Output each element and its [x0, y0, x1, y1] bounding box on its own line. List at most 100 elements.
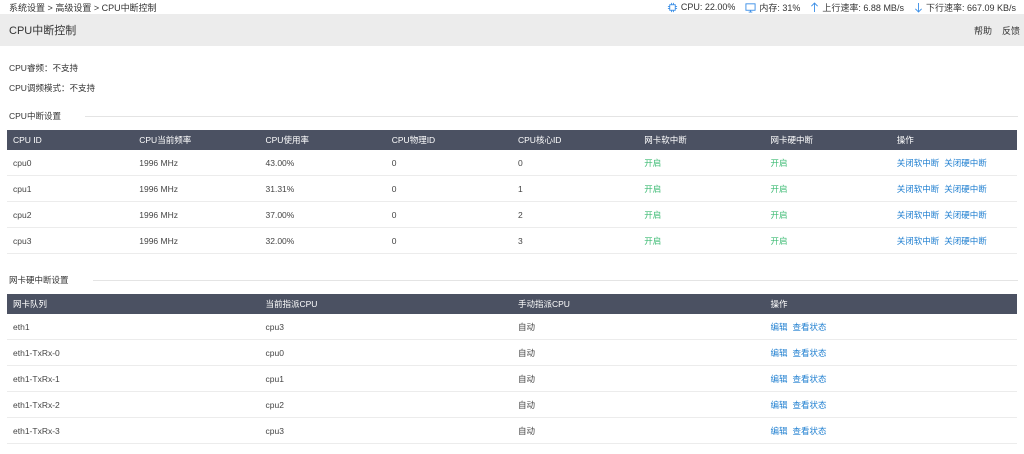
edit-link[interactable]: 编辑 — [770, 373, 788, 384]
cpu-id: cpu3 — [7, 227, 134, 254]
section-divider — [84, 115, 1018, 117]
arrow-up-icon — [811, 1, 819, 12]
cpu-table: CPU ID CPU当前频率 CPU使用率 CPU物理ID CPU核心ID 网卡… — [7, 130, 1017, 254]
view-status-link[interactable]: 查看状态 — [792, 373, 827, 384]
cpu-core-id: 1 — [512, 175, 639, 202]
page-title: CPU中断控制 — [9, 25, 77, 37]
column-header: 网卡软中断 — [638, 130, 765, 150]
hard-irq-status: 开启 — [764, 201, 891, 228]
disable-hard-irq-link[interactable]: 关闭硬中断 — [944, 183, 987, 194]
row-actions: 编辑 查看状态 — [764, 391, 1017, 418]
edit-link[interactable]: 编辑 — [770, 347, 788, 358]
cpu-stat-value: CPU: 22.00% — [680, 2, 736, 12]
breadcrumb-separator: > — [93, 2, 100, 13]
top-bar: 系统设置 > 高级设置 > CPU中断控制 CPU: 22.00% 内存: 31… — [0, 0, 1024, 14]
column-header: 操作 — [764, 294, 1017, 314]
disable-soft-irq-link[interactable]: 关闭软中断 — [896, 209, 940, 220]
soft-irq-status: 开启 — [638, 227, 765, 254]
soft-irq-status: 开启 — [638, 201, 765, 228]
table-row: cpu3 1996 MHz 32.00% 0 3 开启 开启 关闭软中断 关闭硬中… — [7, 227, 1017, 254]
table-row: eth1-TxRx-2 cpu2 自动 编辑 查看状态 — [7, 391, 1017, 418]
cpu-frequency: 1996 MHz — [133, 175, 260, 202]
disable-soft-irq-link[interactable]: 关闭软中断 — [896, 183, 940, 194]
column-header: CPU使用率 — [259, 130, 386, 150]
cpu-usage: 32.00% — [259, 227, 386, 254]
breadcrumb-separator: > — [47, 2, 53, 13]
disable-soft-irq-link[interactable]: 关闭软中断 — [896, 157, 940, 168]
cpu-section-title: CPU中断设置 — [9, 111, 61, 121]
table-row: cpu1 1996 MHz 31.31% 0 1 开启 开启 关闭软中断 关闭硬中… — [7, 175, 1017, 202]
manual-cpu: 自动 — [512, 391, 765, 418]
cpu-core-id: 3 — [512, 227, 639, 254]
cpu-governor-row: CPU调频模式： 不支持 — [9, 78, 1024, 98]
hard-irq-status: 开启 — [764, 175, 891, 202]
disable-hard-irq-link[interactable]: 关闭硬中断 — [944, 209, 987, 220]
cpu-section-header: CPU中断设置 — [0, 108, 1024, 124]
assigned-cpu: cpu3 — [259, 314, 512, 340]
edit-link[interactable]: 编辑 — [770, 399, 788, 410]
arrow-down-icon — [914, 2, 922, 13]
breadcrumb: 系统设置 > 高级设置 > CPU中断控制 — [9, 1, 157, 14]
disable-soft-irq-link[interactable]: 关闭软中断 — [896, 235, 940, 246]
system-stats: CPU: 22.00% 内存: 31% 上行速率: 6.88 MB/s 下行速率… — [667, 1, 1016, 14]
breadcrumb-item-system[interactable]: 系统设置 — [9, 2, 46, 13]
cpu-turbo-value: 不支持 — [52, 63, 78, 73]
view-status-link[interactable]: 查看状态 — [792, 347, 827, 358]
row-actions: 关闭软中断 关闭硬中断 — [890, 150, 1017, 176]
column-header: CPU物理ID — [385, 130, 512, 150]
row-actions: 关闭软中断 关闭硬中断 — [890, 175, 1017, 202]
cpu-icon — [667, 2, 677, 12]
disable-hard-irq-link[interactable]: 关闭硬中断 — [944, 235, 987, 246]
soft-irq-status: 开启 — [638, 175, 765, 202]
cpu-stat: CPU: 22.00% — [667, 2, 736, 13]
column-header: 操作 — [890, 130, 1017, 150]
column-header: 手动指派CPU — [512, 294, 765, 314]
table-row: eth1-TxRx-1 cpu1 自动 编辑 查看状态 — [7, 365, 1017, 392]
cpu-id: cpu0 — [7, 150, 134, 176]
edit-link[interactable]: 编辑 — [770, 425, 788, 436]
disable-hard-irq-link[interactable]: 关闭硬中断 — [944, 157, 987, 168]
view-status-link[interactable]: 查看状态 — [792, 425, 827, 436]
nic-section-title: 网卡硬中断设置 — [9, 275, 69, 285]
view-status-link[interactable]: 查看状态 — [792, 321, 827, 332]
column-header: 网卡硬中断 — [764, 130, 891, 150]
manual-cpu: 自动 — [512, 314, 765, 340]
table-row: eth1-TxRx-3 cpu3 自动 编辑 查看状态 — [7, 417, 1017, 444]
cpu-governor-value: 不支持 — [69, 83, 95, 93]
nic-queue: eth1-TxRx-1 — [7, 365, 260, 392]
breadcrumb-item-current: CPU中断控制 — [101, 2, 157, 13]
table-row: eth1-TxRx-0 cpu0 自动 编辑 查看状态 — [7, 339, 1017, 366]
edit-link[interactable]: 编辑 — [770, 321, 788, 332]
hard-irq-status: 开启 — [764, 150, 891, 176]
cpu-governor-label: CPU调频模式： — [9, 83, 70, 93]
assigned-cpu: cpu0 — [259, 339, 512, 366]
view-status-link[interactable]: 查看状态 — [792, 399, 827, 410]
table-row: cpu2 1996 MHz 37.00% 0 2 开启 开启 关闭软中断 关闭硬中… — [7, 201, 1017, 228]
feedback-link[interactable]: 反馈 — [1001, 25, 1020, 36]
row-actions: 编辑 查看状态 — [764, 365, 1017, 392]
monitor-icon — [745, 2, 756, 13]
nic-queue: eth1-TxRx-2 — [7, 391, 260, 418]
row-actions: 关闭软中断 关闭硬中断 — [890, 227, 1017, 254]
column-header: CPU ID — [7, 130, 134, 150]
cpu-table-header: CPU ID CPU当前频率 CPU使用率 CPU物理ID CPU核心ID 网卡… — [7, 130, 1017, 150]
manual-cpu: 自动 — [512, 365, 765, 392]
cpu-turbo-row: CPU睿频： 不支持 — [9, 58, 1024, 78]
nic-section-header: 网卡硬中断设置 — [0, 272, 1024, 288]
column-header: CPU核心ID — [512, 130, 639, 150]
cpu-id: cpu2 — [7, 201, 134, 228]
assigned-cpu: cpu1 — [259, 365, 512, 392]
breadcrumb-item-advanced[interactable]: 高级设置 — [55, 2, 92, 13]
column-header: 网卡队列 — [7, 294, 260, 314]
row-actions: 编辑 查看状态 — [764, 417, 1017, 444]
assigned-cpu: cpu3 — [259, 417, 512, 444]
help-link[interactable]: 帮助 — [973, 25, 992, 36]
cpu-info: CPU睿频： 不支持 CPU调频模式： 不支持 — [0, 58, 1024, 98]
row-actions: 关闭软中断 关闭硬中断 — [890, 201, 1017, 228]
upload-stat: 上行速率: 6.88 MB/s — [810, 1, 904, 14]
row-actions: 编辑 查看状态 — [764, 314, 1017, 340]
assigned-cpu: cpu2 — [259, 391, 512, 418]
column-header: CPU当前频率 — [133, 130, 260, 150]
section-divider — [92, 279, 1018, 281]
nic-queue: eth1-TxRx-3 — [7, 417, 260, 444]
